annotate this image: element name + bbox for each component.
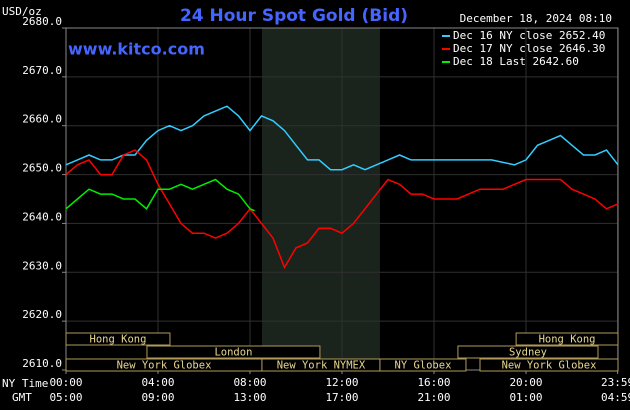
legend-label: Dec 17 NY close 2646.30 <box>453 42 605 55</box>
session-label: Hong Kong <box>90 334 147 346</box>
session-label: Hong Kong <box>539 334 596 346</box>
session-bar <box>379 358 467 372</box>
x-tick-label: 00:00 <box>49 376 82 389</box>
session-bar <box>515 332 619 346</box>
session-label: New York Globex <box>502 360 597 372</box>
series-line <box>65 105 619 171</box>
session-label: NY Globex <box>395 360 452 372</box>
x-tick-label: 16:00 <box>417 376 450 389</box>
gmt-tick-label: 17:00 <box>325 391 358 404</box>
gmt-tick-label: 05:00 <box>49 391 82 404</box>
site-label: www.kitco.com <box>68 40 205 59</box>
gmt-tick-label: 09:00 <box>141 391 174 404</box>
legend-label: Dec 18 Last 2642.60 <box>453 55 579 68</box>
y-tick-label: 2670.0 <box>22 64 62 77</box>
session-shade <box>261 28 380 370</box>
series-line <box>65 178 255 212</box>
session-bar <box>457 345 599 359</box>
gmt-tick-label: 21:00 <box>417 391 450 404</box>
y-axis-label: USD/oz <box>2 5 42 18</box>
x-tick-label: 12:00 <box>325 376 358 389</box>
chart-title: 24 Hour Spot Gold (Bid) <box>180 6 408 26</box>
timestamp: December 18, 2024 08:10 <box>460 12 612 25</box>
session-bar <box>146 345 321 359</box>
x-tick-label: 04:00 <box>141 376 174 389</box>
session-label: New York NYMEX <box>277 360 366 372</box>
gmt-tick-label: 04:59 <box>601 391 630 404</box>
y-tick-label: 2640.0 <box>22 210 62 223</box>
gmt-tick-label: 01:00 <box>509 391 542 404</box>
session-label: New York Globex <box>117 360 212 372</box>
y-tick-label: 2620.0 <box>22 308 62 321</box>
gmt-tick-label: 13:00 <box>233 391 266 404</box>
legend-label: Dec 16 NY close 2652.40 <box>453 29 605 42</box>
session-bar <box>479 358 619 372</box>
y-tick-label: 2680.0 <box>22 15 62 28</box>
x-tick-label: 08:00 <box>233 376 266 389</box>
session-label: Sydney <box>509 347 547 359</box>
y-tick-label: 2660.0 <box>22 113 62 126</box>
y-tick-label: 2610.0 <box>22 357 62 370</box>
session-label: London <box>214 347 252 359</box>
series-line <box>65 149 619 270</box>
x-tick-label: 20:00 <box>509 376 542 389</box>
x-tick-label: 23:59 <box>601 376 630 389</box>
y-tick-label: 2630.0 <box>22 259 62 272</box>
session-bar <box>65 332 171 346</box>
x-row-label: NY Time <box>2 377 48 390</box>
x-row-label: GMT <box>12 391 32 404</box>
y-tick-label: 2650.0 <box>22 162 62 175</box>
